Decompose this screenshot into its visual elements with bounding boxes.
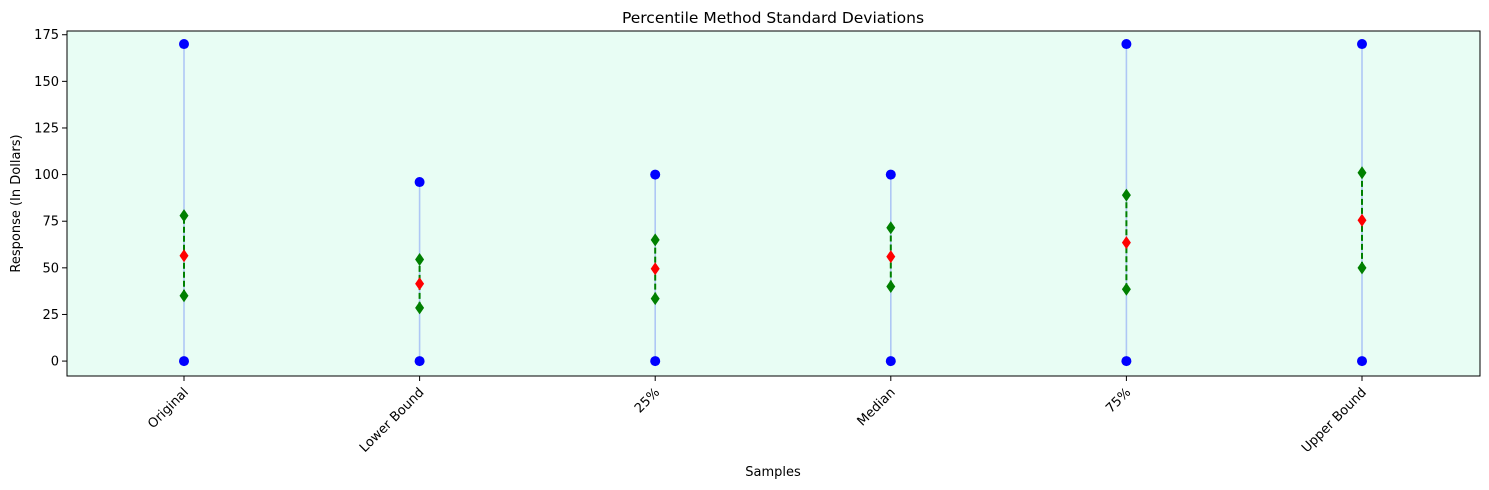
- plot-frame: [66, 30, 1481, 377]
- x-tick-label: Original: [145, 385, 192, 432]
- y-tick-label: 75: [42, 215, 59, 230]
- y-tick-label: 25: [42, 308, 59, 323]
- x-tick-label: 25%: [632, 385, 663, 416]
- plot-area: [67, 31, 1480, 376]
- mean-point: [1357, 213, 1367, 227]
- range-max-point: [179, 39, 189, 50]
- y-tick-label: 50: [42, 261, 59, 276]
- mean-point: [1121, 236, 1131, 250]
- y-tick-label: 100: [34, 168, 59, 183]
- mean-plus-sd-point: [1121, 188, 1131, 202]
- mean-minus-sd-point: [179, 289, 189, 303]
- range-max-point: [885, 169, 896, 180]
- mean-minus-sd-point: [415, 301, 425, 315]
- mean-plus-sd-point: [415, 252, 425, 266]
- range-min-point: [1357, 356, 1367, 367]
- range-max-point: [1357, 39, 1367, 50]
- x-tick-label: Median: [855, 385, 899, 429]
- mean-plus-sd-point: [1357, 166, 1367, 180]
- x-axis: Original Lower Bound 25% Median 75% Upper Bou…: [145, 376, 1370, 456]
- mean-point: [179, 249, 189, 263]
- chart-marks: [179, 39, 1367, 367]
- y-axis: 0 25 50 75 100 125 150 175: [34, 28, 67, 370]
- y-tick-label: 175: [34, 28, 59, 43]
- range-max-point: [650, 169, 661, 180]
- mean-point: [415, 277, 425, 291]
- mean-plus-sd-point: [179, 209, 189, 223]
- range-min-point: [179, 356, 189, 367]
- range-min-point: [1121, 356, 1132, 367]
- x-axis-label: Samples: [745, 465, 801, 480]
- x-tick-label: Upper Bound: [1299, 385, 1370, 456]
- y-tick-label: 0: [51, 355, 59, 370]
- mean-minus-sd-point: [1121, 282, 1131, 296]
- range-min-point: [414, 356, 425, 367]
- mean-minus-sd-point: [650, 292, 660, 306]
- y-tick-label: 150: [34, 75, 59, 90]
- chart-title: Percentile Method Standard Deviations: [622, 9, 924, 27]
- y-tick-label: 125: [34, 121, 59, 136]
- range-max-point: [414, 177, 425, 188]
- mean-minus-sd-point: [1357, 261, 1367, 275]
- range-max-point: [1121, 39, 1132, 50]
- mean-plus-sd-point: [886, 221, 896, 235]
- mean-point: [886, 250, 896, 264]
- range-min-point: [885, 356, 896, 367]
- mean-plus-sd-point: [650, 233, 660, 247]
- mean-point: [650, 262, 660, 276]
- x-tick-label: 75%: [1103, 385, 1134, 416]
- x-tick-label: Lower Bound: [357, 385, 427, 455]
- mean-minus-sd-point: [886, 279, 896, 293]
- range-min-point: [650, 356, 661, 367]
- y-axis-label: Response (In Dollars): [9, 134, 24, 272]
